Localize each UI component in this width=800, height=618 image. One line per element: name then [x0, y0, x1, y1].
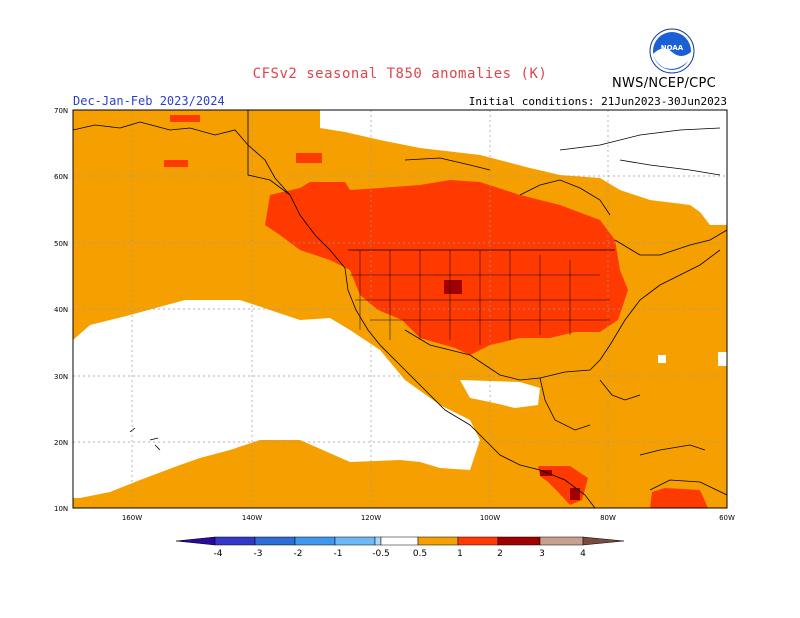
colorbar-tick: 2 [497, 549, 503, 559]
colorbar-segment [457, 536, 499, 546]
lat-label: 60N [54, 173, 68, 181]
lat-label: 40N [54, 306, 68, 314]
lat-label: 30N [54, 373, 68, 381]
colorbar-tick: -3 [254, 549, 263, 559]
neutral-patch [658, 355, 666, 363]
gridlines [73, 110, 727, 508]
colorbar-arrow-right [582, 536, 625, 546]
lon-label: 60W [719, 514, 735, 522]
map-title: CFSv2 seasonal T850 anomalies (K) [252, 66, 548, 82]
coastlines [73, 110, 727, 508]
longitude-labels: 160W 140W 120W 100W 80W 60W [122, 514, 735, 522]
colorbar-segment [380, 536, 419, 546]
lon-label: 80W [600, 514, 616, 522]
anomaly-region-1-2-south-america [650, 488, 708, 508]
colorbar-tick: -2 [294, 549, 303, 559]
colorbar-tick: -4 [214, 549, 223, 559]
anomaly-patch-1-2 [170, 115, 200, 122]
initial-conditions-label: Initial conditions: 21Jun2023-30Jun2023 [468, 95, 727, 108]
latitude-labels: 70N 60N 50N 40N 30N 20N 10N [54, 107, 68, 513]
colorbar-segment [214, 536, 256, 546]
lat-label: 20N [54, 439, 68, 447]
colorbar-tick: 3 [539, 549, 545, 559]
lon-label: 160W [122, 514, 142, 522]
colorbar: -4 -3 -2 -1 -0.5 0.5 1 2 3 4 [175, 536, 625, 559]
lat-label: 70N [54, 107, 68, 115]
lon-label: 100W [480, 514, 500, 522]
anomaly-region-2-3 [570, 488, 580, 500]
colorbar-segment [417, 536, 459, 546]
anomaly-patch-1-2 [164, 160, 188, 167]
anomaly-patch-1-2 [296, 153, 322, 163]
colorbar-tick: 0.5 [413, 549, 427, 559]
map-frame [72, 109, 728, 509]
colorbar-segment [294, 536, 336, 546]
colorbar-tick: 4 [580, 549, 586, 559]
neutral-region-gulf [460, 380, 540, 408]
colorbar-tick: -0.5 [372, 549, 390, 559]
logo-text: NOAA [661, 44, 684, 52]
lon-label: 120W [361, 514, 381, 522]
colorbar-tick: 1 [457, 549, 463, 559]
colorbar-segment [254, 536, 296, 546]
lon-label: 140W [242, 514, 262, 522]
lat-label: 50N [54, 240, 68, 248]
state-borders [350, 250, 610, 345]
colorbar-segment [334, 536, 376, 546]
lat-label: 10N [54, 505, 68, 513]
anomaly-region-2-3 [444, 280, 462, 294]
anomaly-region-1-2-north-america [265, 180, 628, 355]
anomaly-region-2-3 [540, 470, 552, 476]
season-label: Dec-Jan-Feb 2023/2024 [73, 94, 225, 108]
colorbar-segment [539, 536, 584, 546]
colorbar-tick: -1 [334, 549, 343, 559]
neutral-region-pacific [73, 300, 480, 498]
neutral-patch [718, 352, 727, 366]
colorbar-segment [497, 536, 541, 546]
noaa-logo-icon: NOAA [649, 28, 695, 74]
colorbar-arrow-left [175, 536, 216, 546]
agency-label: NWS/NCEP/CPC [612, 76, 717, 91]
colorbar-segment [374, 536, 382, 546]
